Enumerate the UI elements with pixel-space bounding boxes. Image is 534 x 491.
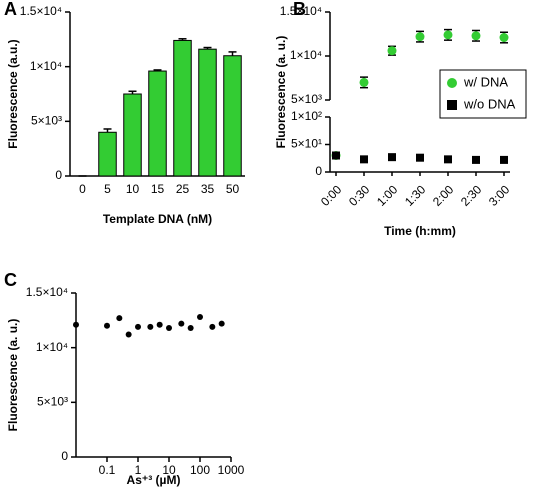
data-point [218,320,225,327]
x-axis-label: As⁺³ (µM) [127,473,181,487]
bar [173,39,192,177]
y-tick-label: 0 [315,164,322,178]
bar [123,93,142,177]
data-point [472,155,480,164]
data-point [73,321,79,328]
x-tick-label: 10 [126,182,140,196]
data-point [104,322,110,329]
y-tick-label: 1.5×10⁴ [20,4,62,18]
y-tick-label: 1×10⁴ [290,48,322,62]
y-tick-label: 0 [55,168,62,182]
data-point [135,323,141,330]
panel-label: A [4,0,17,19]
y-tick-label: 0 [61,449,68,463]
data-point [332,151,340,160]
y-axis-label: Fluorescence (a. u.) [274,36,288,149]
y-tick-label: 1×10⁴ [36,340,68,354]
x-tick-label: 50 [226,182,240,196]
y-tick-label: 1.5×10⁴ [26,285,68,299]
y-tick-label: 1.5×10⁴ [280,4,322,18]
data-point [209,323,216,330]
legend-marker [447,100,457,110]
x-tick-label: 0 [79,182,86,196]
x-tick-label: 15 [151,182,165,196]
data-point [416,153,424,162]
data-point [156,321,163,328]
x-axis-label: Time (h:mm) [384,224,456,238]
x-tick-label: 1000 [218,463,245,477]
x-tick-label: 35 [201,182,215,196]
bar [198,48,217,177]
y-axis-label: Fluorescence (a.u.) [6,39,20,148]
panel-label: C [4,270,17,290]
x-tick-label: 2:30 [458,182,485,209]
legend-label: w/o DNA [463,96,516,111]
bar [98,131,117,177]
data-point [360,155,368,164]
data-point [125,331,132,338]
data-point [444,155,452,164]
x-tick-label: 0:30 [346,182,373,209]
x-tick-label: 2:00 [430,182,457,209]
x-tick-label: 1:00 [374,182,401,209]
data-point [471,31,481,41]
y-tick-label: 1×10² [291,109,322,123]
data-point [197,314,203,321]
data-point [415,32,425,42]
data-point [500,155,508,164]
x-axis-label: Template DNA (nM) [103,212,212,226]
bar [223,55,242,177]
y-tick-label: 5×10¹ [291,137,322,151]
data-point [166,324,172,331]
y-tick-label: 5×10³ [37,395,68,409]
x-tick-label: 3:00 [486,182,513,209]
x-tick-label: 10 [162,463,176,477]
y-tick-label: 5×10³ [31,114,62,128]
data-point [178,320,185,327]
data-point [147,323,154,330]
legend-marker [447,78,457,88]
data-point [499,33,509,43]
data-point [387,46,397,56]
data-point [388,153,396,162]
x-tick-label: 0.1 [99,463,116,477]
x-tick-label: 1:30 [402,182,429,209]
bar [148,70,167,177]
x-tick-label: 25 [176,182,190,196]
data-point [359,77,369,87]
data-point [443,30,453,40]
x-tick-label: 1 [135,463,142,477]
x-tick-label: 100 [190,463,210,477]
data-point [187,324,194,331]
y-axis-label: Fluorescence (a. u.) [6,319,20,432]
x-tick-label: 0:00 [318,182,345,209]
data-point [116,315,123,322]
y-tick-label: 1×10⁴ [30,59,62,73]
y-tick-label: 5×10³ [291,92,322,106]
panel-label: B [293,0,306,19]
legend-label: w/ DNA [463,74,508,89]
x-tick-label: 5 [104,182,111,196]
